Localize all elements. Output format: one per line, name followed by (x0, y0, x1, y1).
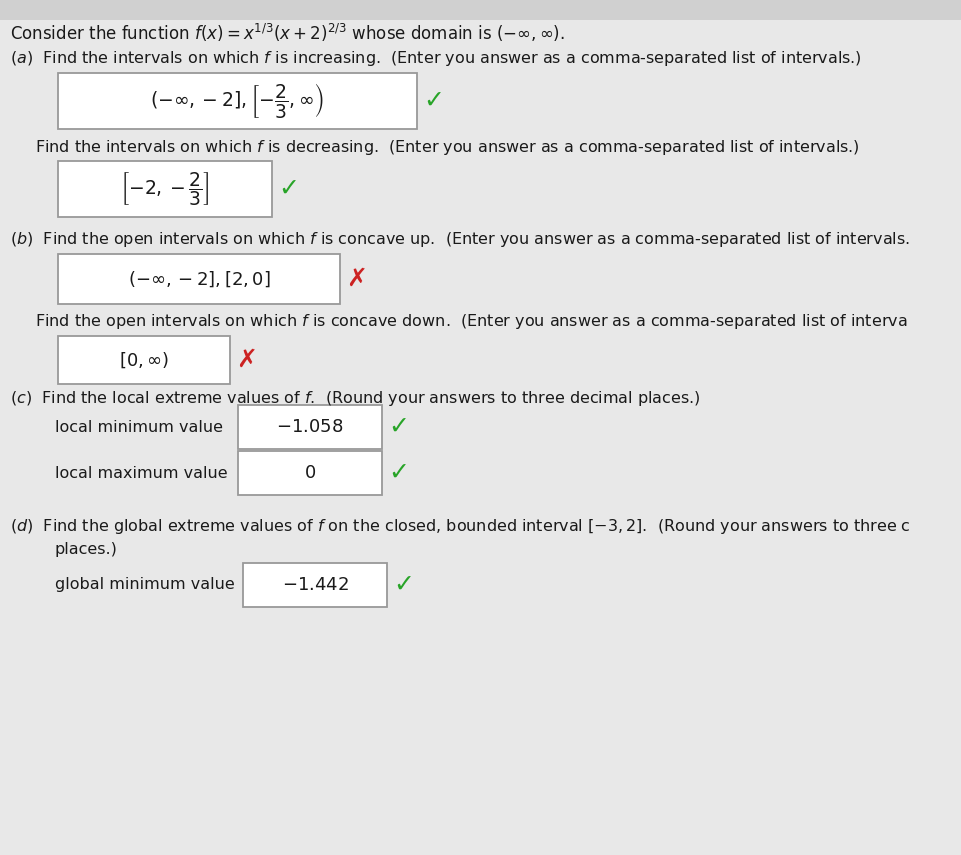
Text: $(b)$  Find the open intervals on which $f$ is concave up.  (Enter you answer as: $(b)$ Find the open intervals on which $… (10, 230, 909, 249)
Text: $(-\infty, -2],[2,0]$: $(-\infty, -2],[2,0]$ (128, 269, 270, 289)
Text: $[0,\infty)$: $[0,\infty)$ (119, 351, 169, 369)
Text: $(c)$  Find the local extreme values of $f$.  (Round your answers to three decim: $(c)$ Find the local extreme values of $… (10, 389, 700, 408)
Text: $-1.442$: $-1.442$ (282, 576, 348, 594)
Text: global minimum value: global minimum value (55, 577, 234, 593)
Text: $0$: $0$ (304, 464, 316, 482)
FancyBboxPatch shape (58, 73, 416, 129)
Text: Consider the function $f(x) = x^{1/3}(x + 2)^{2/3}$ whose domain is $(-\infty, \: Consider the function $f(x) = x^{1/3}(x … (10, 22, 564, 44)
Text: local maximum value: local maximum value (55, 465, 228, 481)
Text: $(-\infty, -2],\left[-\dfrac{2}{3},\infty\right)$: $(-\infty, -2],\left[-\dfrac{2}{3},\inft… (150, 81, 324, 121)
FancyBboxPatch shape (58, 254, 339, 304)
FancyBboxPatch shape (0, 0, 961, 35)
Text: Find the open intervals on which $f$ is concave down.  (Enter you answer as a co: Find the open intervals on which $f$ is … (35, 312, 906, 331)
Text: $(d)$  Find the global extreme values of $f$ on the closed, bounded interval $[-: $(d)$ Find the global extreme values of … (10, 517, 910, 536)
Text: ✓: ✓ (278, 177, 299, 201)
Text: local minimum value: local minimum value (55, 420, 223, 434)
Text: ✓: ✓ (393, 573, 413, 597)
FancyBboxPatch shape (243, 563, 386, 607)
FancyBboxPatch shape (237, 451, 382, 495)
Text: $\left[-2, -\dfrac{2}{3}\right]$: $\left[-2, -\dfrac{2}{3}\right]$ (120, 170, 209, 208)
Text: places.): places.) (55, 542, 118, 557)
FancyBboxPatch shape (0, 20, 961, 855)
FancyBboxPatch shape (237, 405, 382, 449)
Text: Find the intervals on which $f$ is decreasing.  (Enter you answer as a comma-sep: Find the intervals on which $f$ is decre… (35, 138, 859, 157)
Text: ✓: ✓ (387, 415, 408, 439)
Text: $(a)$  Find the intervals on which $f$ is increasing.  (Enter you answer as a co: $(a)$ Find the intervals on which $f$ is… (10, 49, 861, 68)
FancyBboxPatch shape (58, 336, 230, 384)
Text: $-1.058$: $-1.058$ (276, 418, 343, 436)
Text: ✗: ✗ (346, 267, 366, 291)
FancyBboxPatch shape (58, 161, 272, 217)
Text: ✗: ✗ (235, 348, 257, 372)
Text: ✓: ✓ (423, 89, 444, 113)
Text: ✓: ✓ (387, 461, 408, 485)
